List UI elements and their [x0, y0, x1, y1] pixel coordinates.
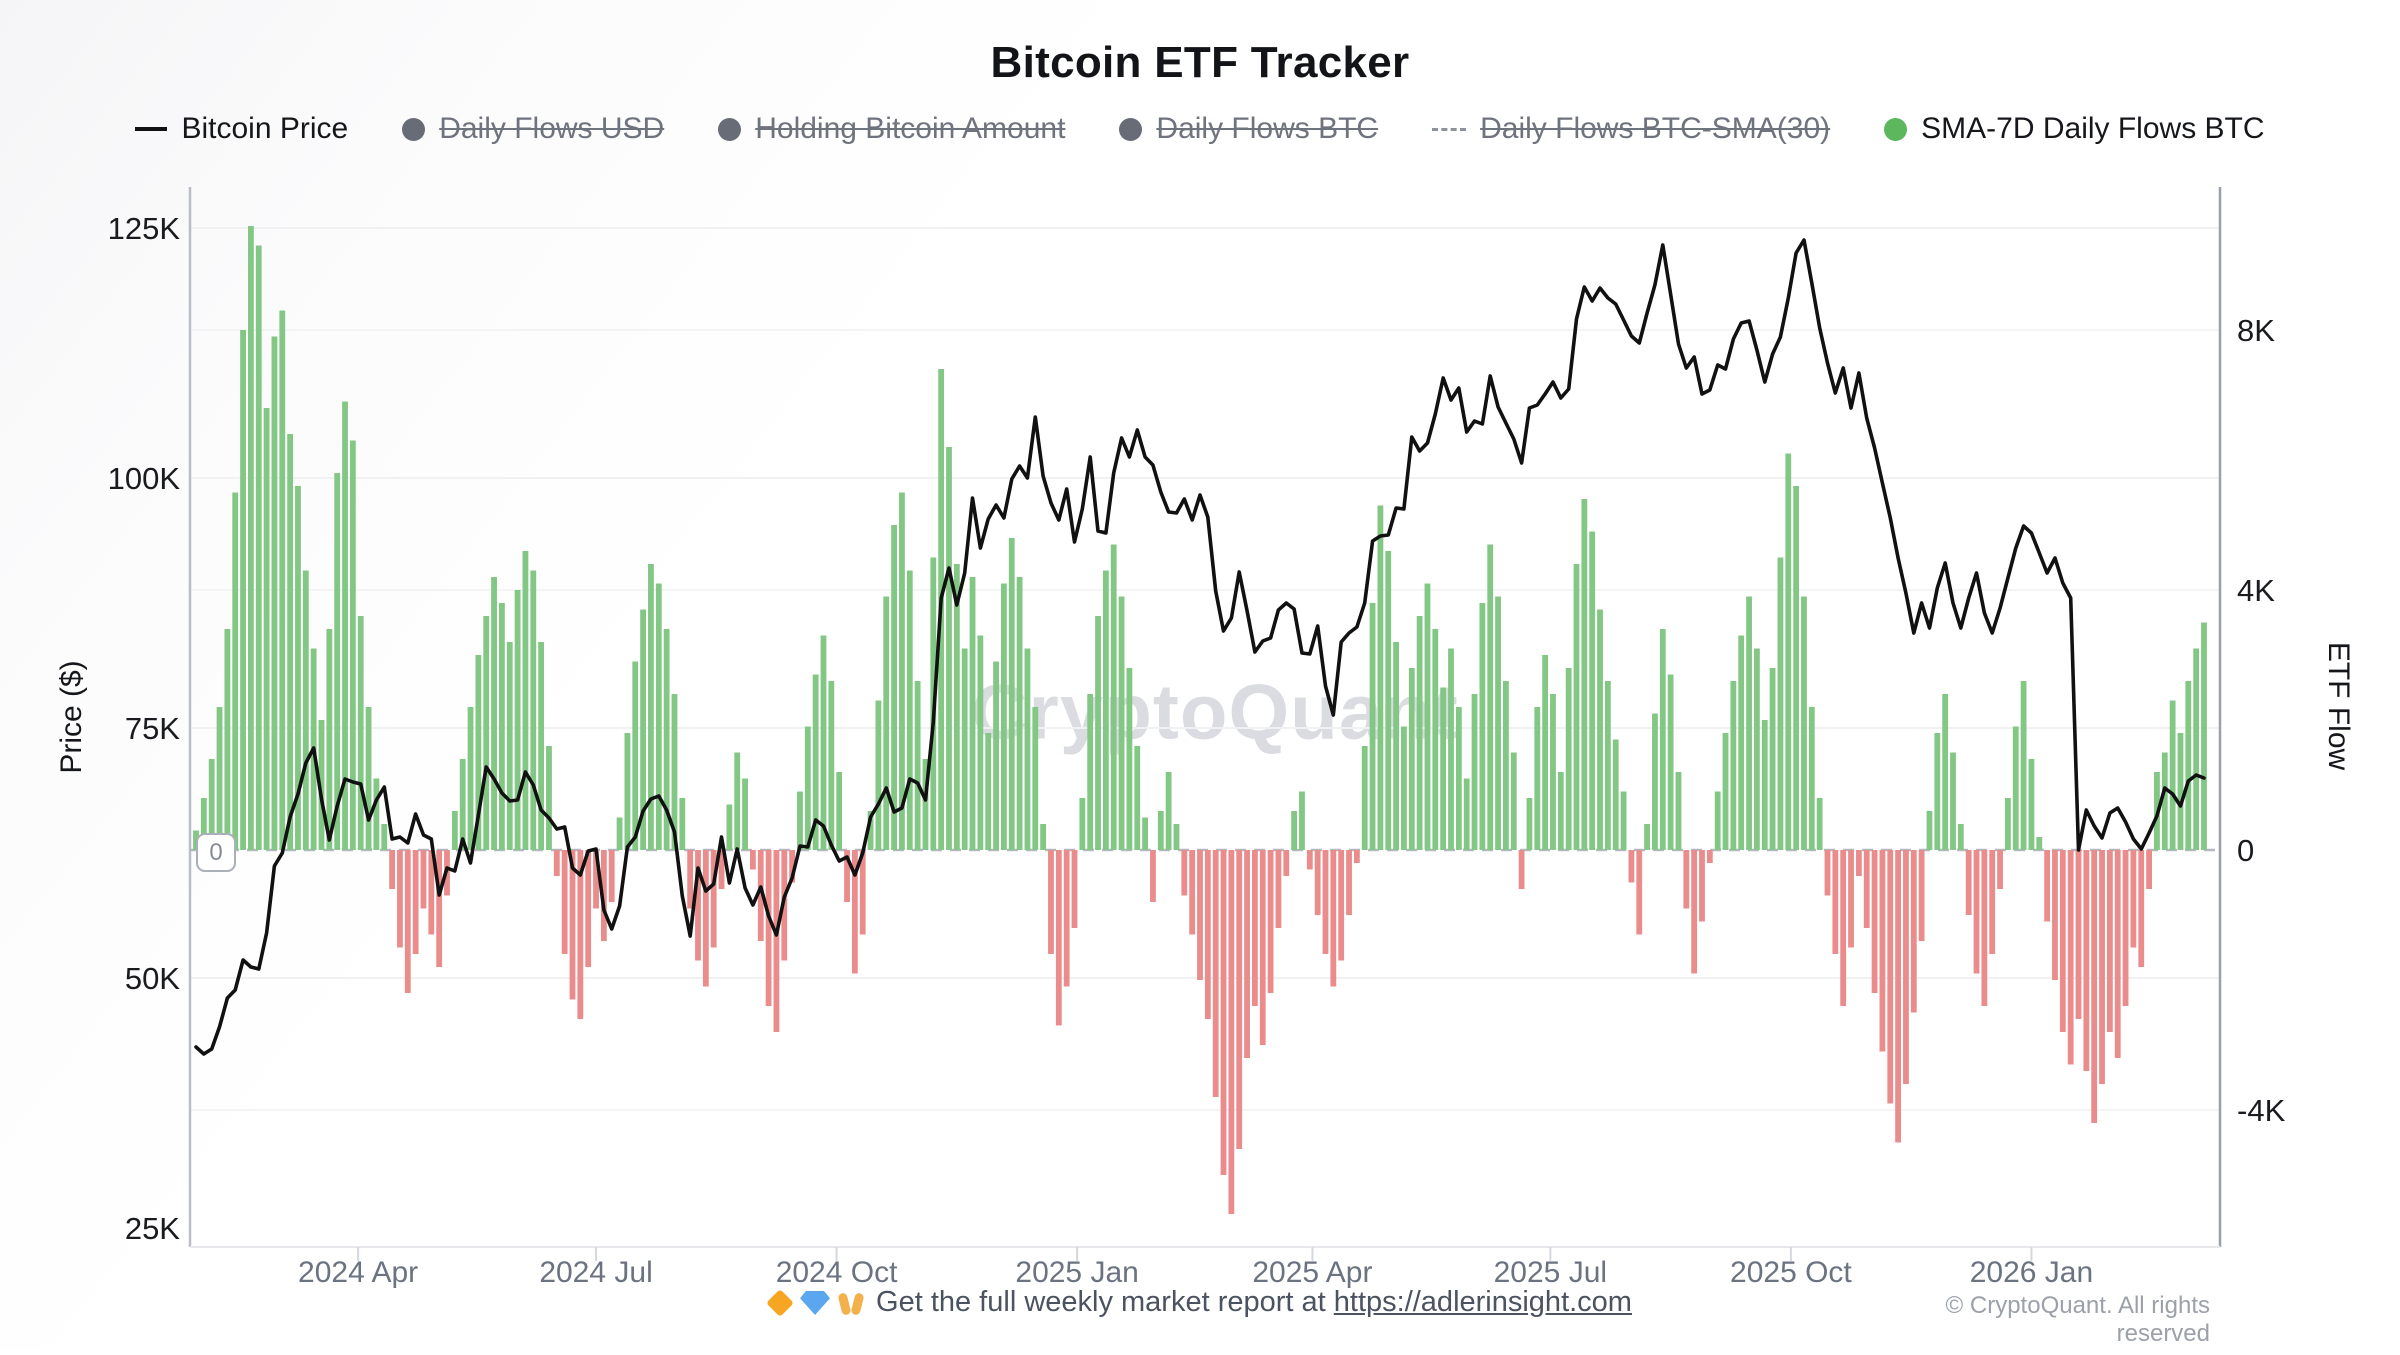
footer-promo: Get the full weekly market report at htt…: [0, 1286, 2400, 1319]
dot-marker-icon: [1119, 117, 1143, 141]
zero-flow-badge: 0: [196, 833, 236, 872]
x-tick-2025-jul: 2025 Jul: [1493, 1256, 1608, 1289]
dot-marker-icon: [1884, 117, 1908, 141]
legend-label: SMA-7D Daily Flows BTC: [1921, 112, 2265, 145]
line-marker-icon: [135, 127, 168, 131]
promo-emoji-icons: [766, 1289, 864, 1317]
legend-item-holding-bitcoin-amount[interactable]: Holding Bitcoin Amount: [718, 112, 1065, 146]
legend-item-daily-flows-btc-sma30[interactable]: Daily Flows BTC-SMA(30): [1432, 112, 1830, 146]
cryptoquant-watermark: CryptoQuant: [971, 667, 1459, 756]
legend-label: Daily Flows BTC-SMA(30): [1480, 112, 1831, 145]
y-right-tick-8k: 8K: [2237, 313, 2275, 348]
dot-marker-icon: [402, 117, 426, 141]
y-left-tick-100k: 100K: [107, 461, 180, 496]
promo-link[interactable]: https://adlerinsight.com: [1333, 1286, 1632, 1318]
x-tick-2025-jan: 2025 Jan: [1015, 1256, 1139, 1289]
y-left-tick-125k: 125K: [107, 211, 180, 246]
x-tick-2025-apr: 2025 Apr: [1252, 1256, 1373, 1289]
legend-item-daily-flows-usd[interactable]: Daily Flows USD: [402, 112, 664, 146]
raised-hands-icon: [838, 1291, 864, 1315]
legend-item-daily-flows-btc[interactable]: Daily Flows BTC: [1119, 112, 1378, 146]
y-right-tick-neg4k: -4K: [2237, 1093, 2286, 1128]
y-right-tick-4k: 4K: [2237, 573, 2275, 608]
legend-item-sma7d-daily-flows-btc[interactable]: SMA-7D Daily Flows BTC: [1884, 112, 2265, 146]
y-right-tick-0: 0: [2237, 833, 2255, 868]
y-left-tick-25k: 25K: [124, 1211, 180, 1246]
x-tick-2024-jul: 2024 Jul: [539, 1256, 653, 1289]
y-left-tick-75k: 75K: [124, 711, 180, 746]
x-tick-2024-apr: 2024 Apr: [298, 1256, 419, 1289]
dashed-line-marker-icon: [1432, 127, 1467, 131]
page-title: Bitcoin ETF Tracker: [990, 38, 1410, 87]
legend-label: Holding Bitcoin Amount: [755, 112, 1066, 145]
chart-legend: Bitcoin Price Daily Flows USD Holding Bi…: [0, 112, 2400, 146]
orange-diamond-icon: [766, 1289, 794, 1317]
legend-label: Bitcoin Price: [181, 112, 349, 145]
y-left-tick-50k: 50K: [124, 961, 180, 996]
copyright-text: © CryptoQuant. All rights reserved: [1945, 1292, 2210, 1347]
legend-label: Daily Flows BTC: [1156, 112, 1379, 145]
legend-item-bitcoin-price[interactable]: Bitcoin Price: [135, 112, 348, 146]
x-tick-2026-jan: 2026 Jan: [1969, 1256, 2094, 1289]
promo-text: Get the full weekly market report at: [876, 1286, 1334, 1318]
gem-icon: [800, 1291, 831, 1315]
legend-label: Daily Flows USD: [439, 112, 665, 145]
dot-marker-icon: [718, 117, 742, 141]
x-tick-2025-oct: 2025 Oct: [1730, 1256, 1852, 1289]
x-tick-2024-oct: 2024 Oct: [775, 1256, 898, 1289]
